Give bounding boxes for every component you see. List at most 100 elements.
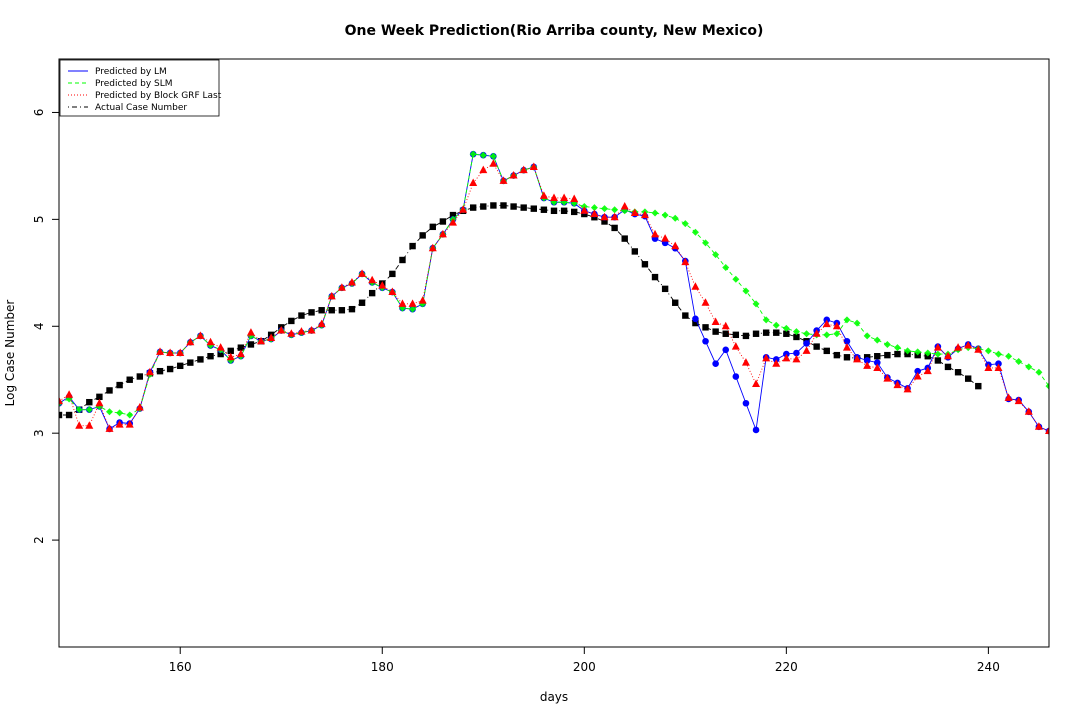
data-point [500,202,507,209]
data-point [803,340,810,347]
data-point [115,420,124,428]
data-point [399,256,406,264]
data-point [640,210,649,219]
x-tick-label: 240 [977,660,1000,674]
data-point [843,337,851,345]
data-point [1034,422,1043,430]
data-point [964,375,972,382]
data-point [439,218,447,225]
data-point [782,324,790,332]
data-point [671,214,679,222]
data-point [490,202,497,209]
data-point [409,305,417,313]
legend-entry: Predicted by SLM [95,79,173,89]
data-point [944,363,952,371]
data-point [429,223,436,231]
data-point [601,205,609,213]
legend: Predicted by LM Predicted by SLM Predicted… [59,59,222,117]
data-point [176,348,185,356]
data-point [135,403,144,411]
data-point [792,354,801,363]
data-point [247,341,255,348]
data-point [1024,407,1033,415]
series-predicted-by-lm [59,150,1049,435]
data-point [913,372,922,380]
data-point [65,390,74,398]
data-point [620,202,629,210]
data-point [772,359,781,367]
data-point [106,387,113,394]
data-point [954,369,962,376]
data-point [459,205,468,213]
data-point [166,348,175,356]
data-point [712,360,719,367]
series-line [59,163,1049,432]
y-tick-label: 3 [32,429,46,437]
data-point [449,211,457,219]
data-point [75,421,84,429]
data-point [752,300,760,308]
data-point [479,165,488,174]
data-point [419,232,426,239]
data-point [702,239,710,247]
data-point [166,365,174,373]
data-point [317,319,326,328]
data-point [863,361,872,369]
data-point [59,396,63,405]
data-point [347,277,356,286]
data-point [701,298,710,306]
data-point [95,398,104,407]
data-point [398,299,407,307]
data-point [601,218,608,225]
data-point [519,165,528,174]
data-point [762,316,770,324]
data-point [177,362,184,370]
data-point [448,218,457,226]
series-predicted-by-block-grf-last [59,159,1049,435]
data-point [934,357,942,364]
data-point [590,209,599,218]
data-point [874,353,881,360]
data-point [318,307,325,314]
data-point [904,347,912,355]
y-tick-label: 5 [32,216,46,224]
data-point [833,351,841,359]
data-point [227,347,234,355]
data-point [197,356,204,363]
data-point [106,408,114,416]
data-point [681,257,690,266]
data-point [611,206,619,214]
data-point [883,374,892,382]
data-point [752,330,760,337]
data-point [489,152,497,160]
data-point [853,354,862,363]
data-point [539,191,548,199]
series-line [59,153,1049,416]
y-axis: 2 3 4 5 6 [32,109,59,544]
data-point [571,208,578,216]
data-point [327,291,336,300]
data-point [288,317,295,325]
data-point [307,326,316,334]
data-point [358,269,367,277]
data-point [520,204,527,211]
data-point [651,229,660,238]
data-point [560,207,568,215]
data-point [530,205,537,212]
plot-frame [58,58,1050,648]
x-tick-label: 160 [169,660,192,674]
data-point [328,307,335,314]
data-point [298,312,305,319]
data-point [732,373,740,380]
data-point [672,299,679,306]
legend-entry: Actual Case Number [95,103,187,113]
data-point [621,235,628,242]
data-point [721,321,730,330]
data-point [206,337,215,346]
series-layer [59,150,1049,435]
data-point [125,420,134,428]
data-point [590,204,598,212]
data-point [1025,363,1033,371]
data-point [388,287,397,296]
